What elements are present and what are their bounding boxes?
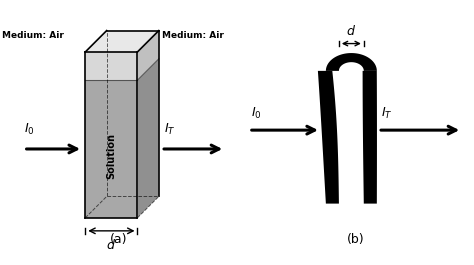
- Polygon shape: [85, 30, 159, 52]
- Polygon shape: [137, 59, 159, 218]
- Polygon shape: [85, 80, 137, 218]
- Text: $I_T$: $I_T$: [381, 105, 392, 121]
- Text: $d$: $d$: [106, 238, 117, 252]
- Text: Medium: Air: Medium: Air: [163, 31, 224, 40]
- Text: (b): (b): [346, 233, 365, 246]
- Polygon shape: [137, 30, 159, 80]
- Text: $I_0$: $I_0$: [24, 122, 35, 137]
- Polygon shape: [363, 71, 377, 204]
- Text: Medium: Air: Medium: Air: [2, 31, 64, 40]
- Text: $d$: $d$: [346, 24, 356, 38]
- Text: $I_0$: $I_0$: [251, 105, 262, 121]
- Polygon shape: [85, 52, 137, 80]
- Text: Solution: Solution: [106, 133, 117, 179]
- Text: $I_T$: $I_T$: [164, 122, 175, 137]
- Text: (a): (a): [110, 233, 127, 246]
- Polygon shape: [326, 53, 377, 71]
- Polygon shape: [318, 71, 339, 204]
